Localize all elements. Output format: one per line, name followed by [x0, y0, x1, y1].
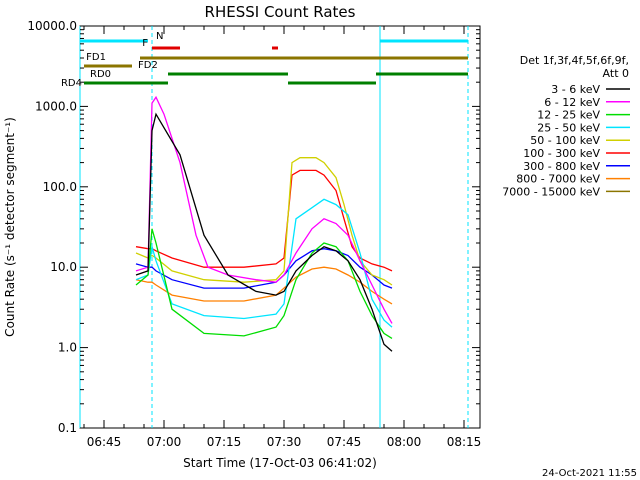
- flag-bars: NF FD1 FD2 RD0 RD4: [61, 31, 468, 89]
- flag-label-N: N: [156, 31, 163, 42]
- series-line-7: [135, 266, 393, 305]
- legend-label: 100 - 300 keV: [523, 147, 600, 160]
- y-axis: 0.1 1.0 10.0 100.0 1000.0 10000.0: [27, 19, 480, 435]
- flag-label-RD0: RD0: [90, 69, 111, 80]
- chart-title: RHESSI Count Rates: [205, 3, 356, 21]
- vertical-markers: [79, 26, 469, 428]
- legend-label: 300 - 800 keV: [523, 160, 600, 173]
- flag-label-FD2: FD2: [138, 60, 158, 71]
- timestamp: 24-Oct-2021 11:55: [542, 468, 637, 479]
- series-line-6: [135, 248, 393, 289]
- legend-label: 12 - 25 keV: [537, 109, 600, 122]
- x-tick-label: 07:45: [327, 435, 362, 449]
- y-tick-label: 10.0: [50, 260, 77, 274]
- series-line-1: [135, 95, 393, 324]
- x-axis: 06:45 07:00 07:15 07:30 07:45 08:00 08:15: [83, 26, 482, 449]
- x-tick-label: 08:15: [447, 435, 482, 449]
- series-line-0: [135, 112, 393, 352]
- flag-label-FD1: FD1: [86, 52, 106, 63]
- y-tick-label: 1000.0: [35, 99, 77, 113]
- legend-label: 3 - 6 keV: [551, 83, 600, 96]
- x-tick-label: 07:30: [267, 435, 302, 449]
- legend-header-line-1: Det 1f,3f,4f,5f,6f,9f,: [520, 54, 629, 67]
- x-tick-label: 07:15: [207, 435, 242, 449]
- plot-area: [79, 25, 481, 429]
- y-tick-label: 100.0: [43, 180, 77, 194]
- series-line-3: [135, 198, 393, 328]
- y-tick-label: 0.1: [58, 421, 77, 435]
- legend-label: 800 - 7000 keV: [516, 173, 600, 186]
- flag-label-RD4: RD4: [61, 78, 82, 89]
- y-axis-label: Count Rate (s⁻¹ detector segment⁻¹): [3, 117, 17, 337]
- legend-label: 7000 - 15000 keV: [502, 185, 600, 198]
- legend: Det 1f,3f,4f,5f,6f,9f, Att 0 3 - 6 keV6 …: [502, 54, 630, 198]
- flag-label-F: F: [142, 38, 148, 49]
- series-line-4: [135, 157, 393, 286]
- y-tick-label: 1.0: [58, 341, 77, 355]
- x-axis-label: Start Time (17-Oct-03 06:41:02): [183, 456, 377, 470]
- series-line-2: [135, 228, 393, 339]
- legend-label: 25 - 50 keV: [537, 121, 600, 134]
- legend-label: 50 - 100 keV: [530, 134, 600, 147]
- y-tick-label: 10000.0: [27, 19, 77, 33]
- x-tick-label: 07:00: [147, 435, 182, 449]
- x-tick-label: 08:00: [387, 435, 422, 449]
- plot-frame: [79, 25, 481, 429]
- series-layer: [135, 95, 393, 352]
- series-line-5: [135, 169, 393, 272]
- legend-header-line-2: Att 0: [603, 67, 629, 80]
- legend-label: 6 - 12 keV: [544, 96, 600, 109]
- x-tick-label: 06:45: [87, 435, 122, 449]
